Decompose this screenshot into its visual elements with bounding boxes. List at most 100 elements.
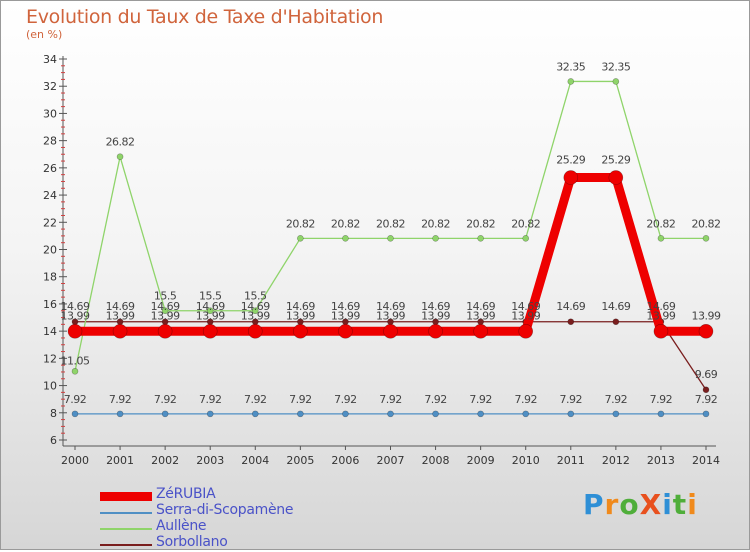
data-label-aullene: 26.82 xyxy=(106,136,135,149)
y-tick-label: 18 xyxy=(43,271,57,284)
x-tick-label: 2011 xyxy=(557,454,585,467)
data-label-sorbollano: 14.69 xyxy=(241,300,270,313)
data-point-zerubia xyxy=(563,170,579,185)
legend-label-aullene: Aullène xyxy=(156,518,207,534)
data-label-serra-di-scopamene: 7.92 xyxy=(650,393,673,406)
data-point-zerubia xyxy=(653,323,669,339)
y-tick-label: 6 xyxy=(50,434,57,447)
x-tick-label: 2007 xyxy=(377,454,405,467)
chart-title: Evolution du Taux de Taxe d'Habitation xyxy=(26,6,384,28)
data-point-serra-di-scopamene xyxy=(251,410,259,418)
data-label-serra-di-scopamene: 7.92 xyxy=(514,393,537,406)
y-tick-label: 28 xyxy=(43,135,57,148)
data-label-aullene: 20.82 xyxy=(421,217,450,230)
data-label-zerubia: 13.99 xyxy=(286,309,315,322)
y-tick-label: 30 xyxy=(43,107,57,120)
x-tick-label: 2004 xyxy=(241,454,269,467)
data-point-zerubia xyxy=(338,323,353,339)
data-label-zerubia: 13.99 xyxy=(61,309,90,322)
chart-subtitle: (en %) xyxy=(26,28,63,41)
data-point-zerubia xyxy=(608,170,624,185)
data-label-zerubia: 13.99 xyxy=(466,309,495,322)
data-label-aullene: 20.82 xyxy=(511,217,540,230)
data-point-sorbollano xyxy=(612,318,620,326)
data-point-zerubia xyxy=(247,323,263,339)
data-label-aullene: 20.82 xyxy=(466,217,495,230)
data-label-aullene: 11.05 xyxy=(61,354,90,367)
data-point-zerubia xyxy=(473,323,488,339)
data-point-aullene xyxy=(161,307,169,315)
data-label-zerubia: 13.99 xyxy=(196,309,225,322)
y-tick-label: 26 xyxy=(43,162,57,175)
data-label-sorbollano: 14.69 xyxy=(421,300,450,313)
y-tick-label: 10 xyxy=(43,380,57,393)
data-point-zerubia xyxy=(428,323,443,339)
logo-letter: o xyxy=(619,488,640,521)
data-point-sorbollano xyxy=(567,318,575,326)
data-label-sorbollano: 9.69 xyxy=(695,368,718,381)
legend-item-sorbollano: Sorbollano xyxy=(100,534,360,552)
y-tick-label: 20 xyxy=(43,244,57,257)
data-point-serra-di-scopamene xyxy=(71,410,79,418)
data-label-zerubia: 13.99 xyxy=(511,309,540,322)
data-label-zerubia: 13.99 xyxy=(331,309,360,322)
x-tick-label: 2002 xyxy=(151,454,179,467)
legend-label-sorbollano: Sorbollano xyxy=(156,534,228,550)
x-tick-label: 2000 xyxy=(61,454,89,467)
data-label-aullene: 20.82 xyxy=(692,217,721,230)
data-label-serra-di-scopamene: 7.92 xyxy=(154,393,177,406)
data-point-aullene xyxy=(612,78,620,85)
data-point-aullene xyxy=(71,367,79,375)
data-label-zerubia: 25.29 xyxy=(556,154,585,167)
data-point-zerubia xyxy=(518,323,534,339)
data-point-serra-di-scopamene xyxy=(702,410,710,418)
data-label-sorbollano: 14.69 xyxy=(61,300,90,313)
data-point-aullene xyxy=(342,235,349,242)
data-label-aullene: 15.5 xyxy=(154,290,177,303)
data-label-serra-di-scopamene: 7.92 xyxy=(289,393,312,406)
data-point-serra-di-scopamene xyxy=(477,410,484,418)
data-point-zerubia xyxy=(293,323,308,339)
data-point-serra-di-scopamene xyxy=(567,410,575,418)
data-label-sorbollano: 14.69 xyxy=(556,300,585,313)
x-tick-label: 2005 xyxy=(286,454,314,467)
logo-letter: r xyxy=(604,488,620,521)
data-point-sorbollano xyxy=(702,386,710,394)
data-label-aullene: 15.5 xyxy=(199,290,222,303)
legend-item-zerubia: ZéRUBIA xyxy=(100,486,360,504)
data-label-sorbollano: 14.69 xyxy=(196,300,225,313)
legend-item-aullene: Aullène xyxy=(100,518,360,536)
data-label-zerubia: 13.99 xyxy=(241,309,270,322)
data-label-sorbollano: 14.69 xyxy=(151,300,180,313)
data-label-zerubia: 13.99 xyxy=(376,309,405,322)
x-tick-label: 2010 xyxy=(512,454,540,467)
data-point-serra-di-scopamene xyxy=(387,410,394,418)
x-tick-label: 2008 xyxy=(422,454,450,467)
data-point-aullene xyxy=(567,78,575,85)
data-label-serra-di-scopamene: 7.92 xyxy=(199,393,222,406)
data-label-sorbollano: 14.69 xyxy=(601,300,630,313)
legend-label-zerubia: ZéRUBIA xyxy=(156,486,216,502)
data-label-serra-di-scopamene: 7.92 xyxy=(64,393,87,406)
data-label-zerubia: 13.99 xyxy=(646,309,675,322)
data-label-sorbollano: 14.69 xyxy=(466,300,495,313)
x-tick-label: 2003 xyxy=(196,454,224,467)
y-tick-label: 12 xyxy=(43,352,57,365)
logo-letter: P xyxy=(583,488,605,521)
data-label-zerubia: 13.99 xyxy=(692,309,721,322)
y-tick-label: 32 xyxy=(43,80,57,93)
data-label-zerubia: 25.29 xyxy=(601,154,630,167)
data-label-aullene: 20.82 xyxy=(286,217,315,230)
data-label-zerubia: 13.99 xyxy=(421,309,450,322)
data-label-aullene: 32.35 xyxy=(601,60,630,73)
y-tick-label: 34 xyxy=(43,53,57,66)
logo-letter: i xyxy=(687,488,698,521)
legend-swatch-sorbollano xyxy=(100,544,152,546)
data-point-serra-di-scopamene xyxy=(206,410,214,418)
data-point-serra-di-scopamene xyxy=(432,410,439,418)
data-label-serra-di-scopamene: 7.92 xyxy=(334,393,357,406)
data-point-aullene xyxy=(251,307,259,315)
data-label-sorbollano: 14.69 xyxy=(376,300,405,313)
data-label-aullene: 32.35 xyxy=(556,60,585,73)
